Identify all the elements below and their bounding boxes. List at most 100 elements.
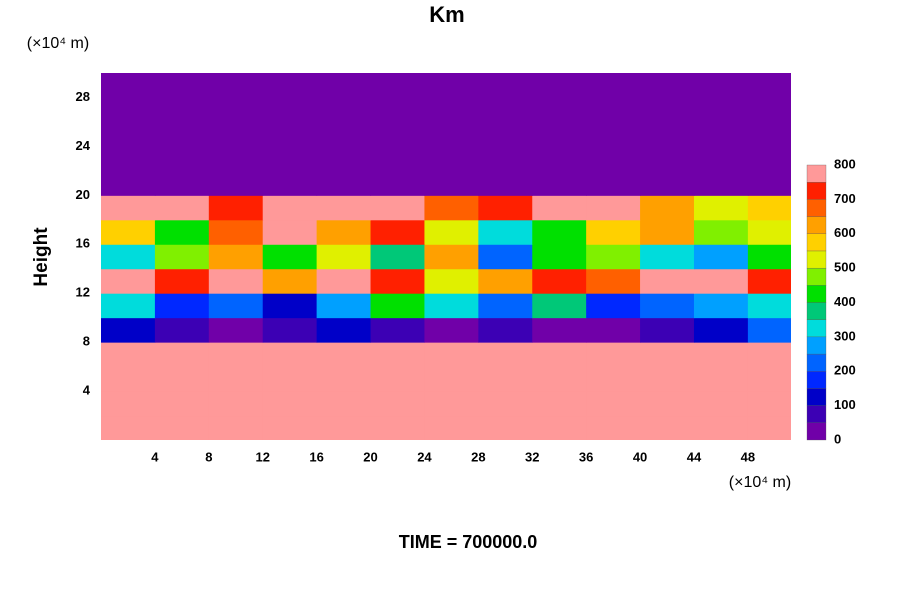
contour-cell (370, 244, 425, 270)
contour-cell (370, 219, 425, 245)
contour-cell (478, 366, 533, 392)
contour-cell (424, 317, 479, 343)
y-axis-title: Height (31, 227, 52, 287)
contour-cell (424, 170, 479, 196)
contour-cell (370, 317, 425, 343)
contour-cell (154, 342, 210, 368)
contour-cell (154, 146, 210, 172)
contour-cell (316, 219, 372, 245)
contour-cell (586, 415, 641, 440)
contour-cell (262, 268, 318, 294)
contour-cell (693, 195, 749, 221)
contour-cell (747, 121, 791, 147)
contour-cell (640, 195, 695, 221)
chart-title: Km (429, 2, 464, 27)
contour-cell (532, 268, 587, 294)
contour-cell (101, 317, 156, 343)
contour-cell (208, 146, 264, 172)
contour-cell (262, 366, 318, 392)
colorbar-tick-label: 200 (834, 363, 856, 378)
contour-cell (154, 293, 210, 319)
contour-cell (532, 293, 587, 319)
contour-cell (424, 293, 479, 319)
contour-cell (316, 244, 372, 270)
contour-cell (262, 317, 318, 343)
contour-cell (424, 195, 479, 221)
contour-cell (693, 391, 749, 417)
contour-cell (154, 415, 210, 440)
contour-cell (262, 146, 318, 172)
time-label: TIME = 700000.0 (399, 532, 538, 552)
contour-cell (154, 121, 210, 147)
contour-cell (747, 268, 791, 294)
contour-cell (101, 268, 156, 294)
colorbar-tick-label: 0 (834, 431, 841, 446)
x-tick-label: 40 (633, 449, 647, 464)
contour-cell (101, 366, 156, 392)
colorbar-band (806, 164, 827, 183)
y-tick-label: 16 (76, 236, 90, 251)
x-tick-label: 4 (151, 449, 159, 464)
contour-cell (478, 293, 533, 319)
colorbar-band (806, 233, 827, 252)
contour-cell (424, 342, 479, 368)
contour-cell (208, 391, 264, 417)
contour-cell (262, 415, 318, 440)
contour-cell (424, 366, 479, 392)
contour-cell (693, 268, 749, 294)
contour-cell (370, 366, 425, 392)
colorbar-band (806, 216, 827, 234)
x-tick-label: 20 (363, 449, 377, 464)
y-tick-label: 28 (76, 89, 90, 104)
contour-cell (747, 317, 791, 343)
contour-cell (640, 121, 695, 147)
contour-cell (208, 219, 264, 245)
contour-cell (532, 366, 587, 392)
colorbar-band (806, 353, 827, 372)
contour-field (101, 73, 791, 440)
contour-cell (640, 244, 695, 270)
contour-cell (747, 293, 791, 319)
contour-cell (316, 121, 372, 147)
contour-cell (370, 146, 425, 172)
x-tick-label: 48 (741, 449, 755, 464)
x-tick-label: 16 (309, 449, 323, 464)
contour-cell (586, 219, 641, 245)
contour-cell (208, 170, 264, 196)
colorbar-tick-label: 300 (834, 328, 856, 343)
colorbar-band (806, 319, 827, 338)
contour-cell (532, 415, 587, 440)
contour-cell (262, 195, 318, 221)
contour-cell (693, 121, 749, 147)
contour-cell (424, 73, 479, 98)
contour-cell (478, 342, 533, 368)
contour-cell (370, 121, 425, 147)
contour-cell (693, 73, 749, 98)
contour-cell (154, 268, 210, 294)
contour-cell (262, 170, 318, 196)
contour-cell (101, 219, 156, 245)
contour-cell (424, 219, 479, 245)
contour-cell (424, 121, 479, 147)
contour-cell (586, 366, 641, 392)
contour-cell (586, 317, 641, 343)
x-tick-label: 12 (255, 449, 269, 464)
colorbar-tick-label: 100 (834, 397, 856, 412)
contour-cell (640, 293, 695, 319)
contour-cell (478, 391, 533, 417)
y-unit: (×10⁴ m) (27, 35, 89, 52)
contour-cell (747, 391, 791, 417)
colorbar-band (806, 182, 827, 200)
contour-cell (262, 244, 318, 270)
contour-cell (316, 391, 372, 417)
colorbar-band (806, 422, 827, 441)
contour-cell (640, 170, 695, 196)
contour-cell (101, 170, 156, 196)
contour-cell (370, 293, 425, 319)
contour-cell (424, 391, 479, 417)
contour-cell (532, 97, 587, 123)
x-tick-label: 36 (579, 449, 593, 464)
contour-cell (747, 73, 791, 98)
contour-cell (154, 73, 210, 98)
